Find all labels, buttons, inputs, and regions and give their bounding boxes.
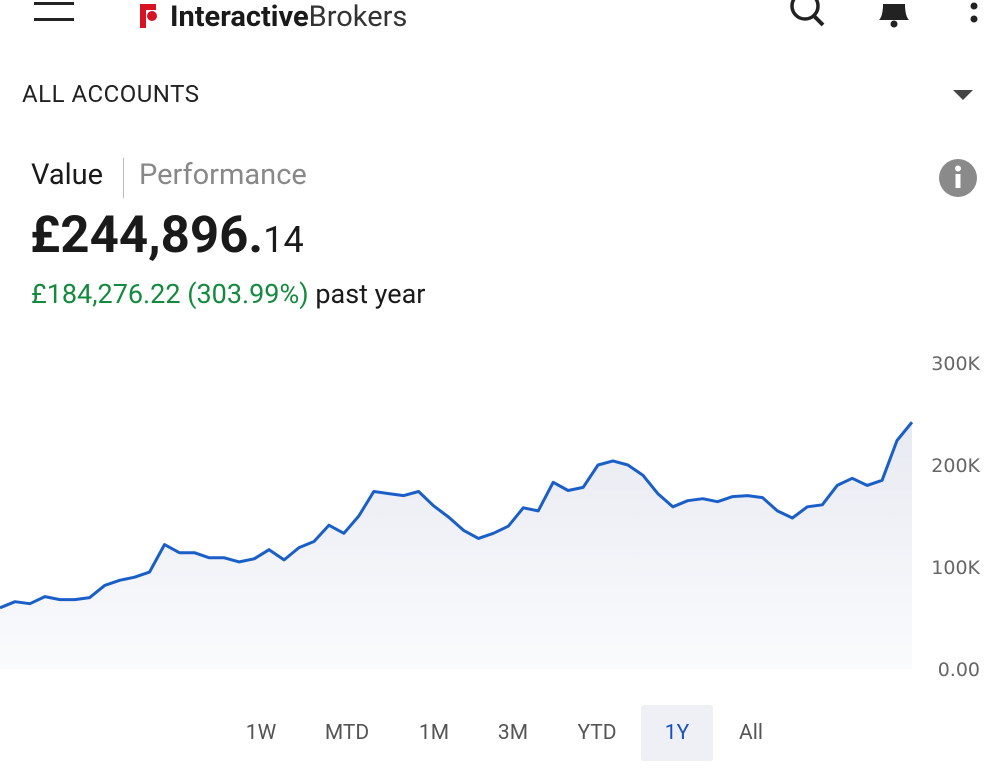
range-button[interactable]: MTD [324,721,370,745]
menu-icon[interactable] [30,0,80,30]
change-amount: £184,276.22 (303.99%) [31,278,309,310]
y-tick-label: 100K [931,557,980,579]
range-button[interactable]: 1Y [641,705,713,761]
range-button[interactable]: All [739,721,763,745]
tab-divider [123,158,124,198]
area-fill [0,422,912,669]
balance-cents: 14 [263,219,304,261]
range-button[interactable]: 3M [497,721,529,745]
chart: 0.00 100K 200K 300K [0,353,981,681]
dropdown-arrow[interactable] [950,88,976,102]
value-line [0,421,914,610]
y-tick-label: 200K [931,455,980,477]
balance: £244,896.14 [30,205,304,278]
account-selector[interactable]: ALL ACCOUNTS [22,80,200,108]
y-tick-label: 0.00 [938,659,980,681]
range-button[interactable]: YTD [577,721,617,745]
balance-main: £244,896. [30,206,264,265]
range-button[interactable]: 1M [418,721,450,745]
y-tick-label: 300K [931,353,980,375]
search-icon[interactable] [785,0,830,30]
brand-bold: Interactive [170,0,309,34]
change-period: past year [315,278,426,310]
more-icon[interactable] [962,0,986,30]
bell-icon[interactable] [875,0,915,30]
brand: InteractiveBrokers [170,0,407,34]
change: £184,276.22 (303.99%) past year [31,278,425,310]
brand-light: Brokers [308,0,408,34]
info-icon[interactable] [938,158,978,198]
tab-value[interactable]: Value [31,158,104,192]
logo-mark [140,4,157,28]
range-button[interactable]: 1W [245,721,277,745]
tab-performance[interactable]: Performance [139,158,307,192]
